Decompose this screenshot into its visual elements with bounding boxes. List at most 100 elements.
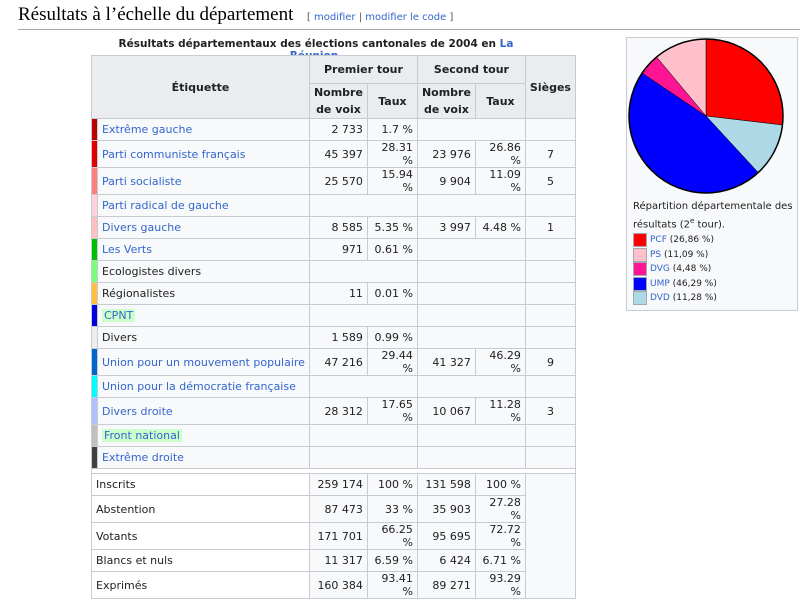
empty-first — [308, 446, 418, 469]
table-row: Divers gauche 8 585 5.35 % 3 997 4.48 % 1 — [91, 216, 576, 239]
votes-first: 47 216 — [308, 348, 368, 376]
legend-value: (11,09 %) — [664, 249, 709, 260]
legend-item: UMP (46,29 %) — [633, 276, 717, 292]
empty-seats — [524, 473, 576, 599]
empty-seats — [524, 424, 576, 447]
votes-first: 45 397 — [308, 140, 368, 168]
caption-text: Résultats départementaux des élections c… — [118, 38, 500, 50]
votes-first: 87 473 — [308, 495, 368, 523]
party-link[interactable]: Union pour la démocratie française — [102, 380, 296, 393]
votes-first: 971 — [308, 238, 368, 261]
empty-second — [416, 194, 526, 217]
votes-first: 8 585 — [308, 216, 368, 239]
header-premier-tour: Premier tour — [308, 55, 418, 84]
rate-second: 4.48 % — [474, 216, 526, 239]
table-row: Extrême droite — [91, 446, 576, 469]
empty-second — [416, 238, 526, 261]
empty-second — [416, 260, 526, 283]
table-row: Divers 1 589 0.99 % — [91, 326, 576, 349]
table-row: CPNT — [91, 304, 576, 327]
votes-second: 89 271 — [416, 571, 476, 599]
party-link[interactable]: Les Verts — [102, 243, 152, 256]
legend-link[interactable]: PS — [650, 249, 662, 260]
party-link[interactable]: Front national — [102, 429, 182, 442]
pie-chart — [628, 38, 784, 194]
legend-link[interactable]: DVD — [650, 293, 670, 304]
rate-first: 15.94 % — [366, 167, 418, 195]
table-row: Régionalistes 11 0.01 % — [91, 282, 576, 305]
header-second-tour: Second tour — [416, 55, 526, 84]
empty-first — [308, 424, 418, 447]
header-sieges: Sièges — [524, 55, 576, 119]
summary-label: Votants — [91, 522, 310, 550]
legend-item: PS (11,09 %) — [633, 247, 717, 263]
summary-label: Abstention — [91, 495, 310, 523]
rate-second: 100 % — [474, 473, 526, 496]
bracket: ] — [449, 12, 454, 23]
legend-link[interactable]: UMP — [650, 278, 670, 289]
table-row: Ecologistes divers — [91, 260, 576, 283]
votes-first: 11 317 — [308, 549, 368, 572]
party-label: Régionalistes — [97, 282, 310, 305]
party-link[interactable]: Parti socialiste — [102, 174, 182, 188]
rate-second: 26.86 % — [474, 140, 526, 168]
party-label: Union pour la démocratie française — [97, 375, 310, 398]
empty-seats — [524, 446, 576, 469]
rate-first: 66.25 % — [366, 522, 418, 550]
section-title: Résultats à l’échelle du département — [18, 4, 294, 25]
party-link[interactable]: Extrême gauche — [102, 123, 193, 136]
party-link[interactable]: Union pour un mouvement populaire — [102, 355, 305, 369]
edit-source-link[interactable]: modifier le code — [365, 12, 447, 23]
party-link[interactable]: Parti communiste français — [102, 147, 246, 161]
legend-swatch — [633, 247, 647, 262]
empty-second — [416, 424, 526, 447]
header-etiquette: Étiquette — [91, 55, 310, 119]
votes-second: 23 976 — [416, 140, 476, 168]
legend-swatch — [633, 276, 647, 291]
pie-legend: PCF (26,86 %) PS (11,09 %) DVG (4,48 %) UMP… — [633, 233, 717, 306]
rate-second: 27.28 % — [474, 495, 526, 523]
party-link[interactable]: Parti radical de gauche — [102, 199, 229, 212]
legend-link[interactable]: PCF — [650, 235, 667, 246]
table-row: Extrême gauche 2 733 1.7 % — [91, 118, 576, 141]
header-taux-1: Taux — [366, 83, 418, 119]
summary-label: Inscrits — [91, 473, 310, 496]
rate-first: 33 % — [366, 495, 418, 523]
edit-link[interactable]: modifier — [313, 12, 356, 23]
header-nombre-1: Nombre de voix — [308, 83, 368, 119]
party-label: Front national — [97, 424, 310, 447]
party-label: Les Verts — [97, 238, 310, 261]
seats: 3 — [524, 397, 576, 425]
party-link[interactable]: Extrême droite — [102, 451, 184, 464]
party-label: Ecologistes divers — [97, 260, 310, 283]
votes-first: 25 570 — [308, 167, 368, 195]
edit-links: [ modifier | modifier le code ] — [307, 12, 453, 23]
results-table: Étiquette Premier tour Second tour Siège… — [91, 55, 576, 599]
legend-item: PCF (26,86 %) — [633, 233, 717, 248]
rate-second: 11.28 % — [474, 397, 526, 425]
party-link[interactable]: Divers gauche — [102, 221, 182, 234]
party-link[interactable]: Divers droite — [102, 404, 173, 418]
party-label: Union pour un mouvement populaire — [97, 348, 310, 376]
legend-link[interactable]: DVG — [650, 264, 670, 275]
table-row: Front national — [91, 424, 576, 447]
legend-item: DVD (11,28 %) — [633, 291, 717, 306]
votes-first: 1 589 — [308, 326, 368, 349]
header-nombre-2: Nombre de voix — [416, 83, 476, 119]
pie-slice-pcf — [705, 38, 784, 126]
empty-second — [416, 446, 526, 469]
party-link[interactable]: CPNT — [102, 309, 136, 322]
party-label: CPNT — [97, 304, 310, 327]
summary-row: Abstention 87 473 33 % 35 903 27.28 % — [91, 495, 576, 523]
empty-first — [308, 375, 418, 398]
party-label: Parti radical de gauche — [97, 194, 310, 217]
rate-first: 0.99 % — [366, 326, 418, 349]
rate-second: 6.71 % — [474, 549, 526, 572]
rate-first: 5.35 % — [366, 216, 418, 239]
rate-second: 93.29 % — [474, 571, 526, 599]
party-label: Divers — [97, 326, 310, 349]
legend-value: (46,29 %) — [672, 278, 717, 289]
empty-first — [308, 260, 418, 283]
summary-row: Exprimés 160 384 93.41 % 89 271 93.29 % — [91, 571, 576, 599]
table-row: Divers droite 28 312 17.65 % 10 067 11.28 % 3 — [91, 397, 576, 425]
